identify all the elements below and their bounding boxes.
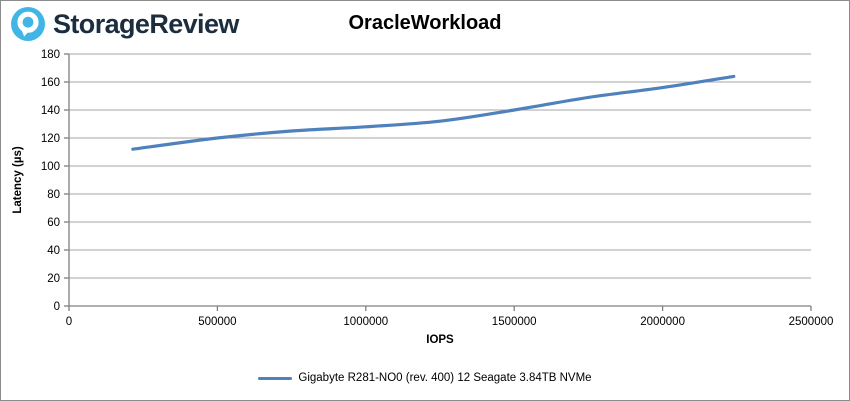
storagereview-logo-icon bbox=[11, 7, 45, 41]
x-axis-title: IOPS bbox=[426, 334, 454, 346]
legend: Gigabyte R281-NO0 (rev. 400) 12 Seagate … bbox=[1, 372, 849, 384]
brand-wordmark: StorageReview bbox=[53, 8, 239, 39]
series-line bbox=[131, 74, 736, 151]
x-tick-label: 2500000 bbox=[789, 316, 834, 328]
legend-series-label: Gigabyte R281-NO0 (rev. 400) 12 Seagate … bbox=[298, 372, 592, 384]
y-axis-title: Latency (µs) bbox=[12, 146, 24, 214]
y-tick-label: 20 bbox=[47, 273, 60, 285]
y-tick-label: 160 bbox=[41, 77, 60, 89]
storagereview-brand: StorageReview bbox=[10, 6, 239, 42]
y-tick-label: 120 bbox=[41, 133, 60, 145]
y-tick-label: 0 bbox=[54, 301, 60, 313]
y-tick-label: 180 bbox=[41, 49, 60, 61]
x-tick-label: 2000000 bbox=[640, 316, 685, 328]
y-tick-label: 100 bbox=[41, 161, 60, 173]
x-tick-label: 500000 bbox=[198, 316, 236, 328]
y-tick-label: 80 bbox=[47, 189, 60, 201]
y-tick-label: 60 bbox=[47, 217, 60, 229]
y-tick-label: 40 bbox=[47, 245, 60, 257]
legend-line-swatch bbox=[258, 376, 293, 380]
chart-title: OracleWorkload bbox=[348, 12, 502, 34]
x-tick-label: 0 bbox=[66, 316, 72, 328]
x-tick-label: 1000000 bbox=[343, 316, 388, 328]
x-tick-label: 1500000 bbox=[492, 316, 537, 328]
y-tick-label: 140 bbox=[41, 105, 60, 117]
